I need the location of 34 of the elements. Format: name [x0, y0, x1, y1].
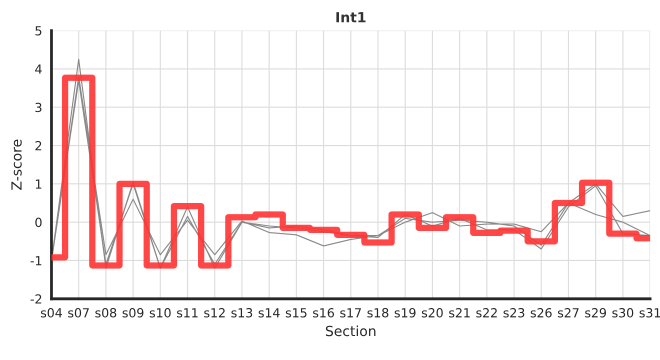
y-tick-label: 4: [35, 64, 42, 74]
x-tick-label: s14: [258, 308, 280, 318]
x-tick-label: s20: [422, 308, 443, 318]
x-tick-label: s08: [95, 308, 116, 318]
x-tick-label: s09: [122, 308, 144, 318]
y-tick-label: 1: [36, 179, 42, 189]
y-tick-label: 5: [35, 26, 42, 36]
y-tick-label: 0: [35, 218, 42, 228]
x-tick-label: s13: [231, 308, 252, 318]
x-tick-label: s29: [585, 308, 606, 318]
x-tick-label: s22: [476, 308, 497, 318]
x-tick-label: s16: [313, 308, 334, 318]
y-tick-label: 3: [35, 102, 42, 112]
x-tick-label: s15: [286, 308, 306, 318]
x-tick-label: s26: [530, 308, 552, 318]
y-tick-label: 2: [35, 141, 42, 150]
x-tick-label: s19: [394, 308, 416, 318]
x-tick-label: s30: [612, 308, 634, 318]
y-axis-title: Z-score: [11, 140, 22, 190]
x-tick-label: s18: [367, 308, 388, 318]
x-tick-label: s17: [340, 308, 361, 318]
x-tick-label: s23: [504, 308, 524, 318]
x-tick-label: s10: [150, 308, 171, 318]
x-tick-label: s11: [177, 308, 198, 318]
x-tick-label: s21: [449, 308, 470, 318]
chart-title: Int1: [336, 12, 366, 22]
y-tick-label: -2: [30, 294, 42, 304]
x-tick-label: s07: [68, 308, 89, 318]
y-tick-label: -1: [30, 256, 42, 266]
x-axis-title: Section: [326, 325, 376, 336]
x-tick-label: s04: [40, 308, 62, 318]
x-tick-label: s12: [204, 308, 225, 318]
x-tick-label: s27: [558, 308, 579, 318]
x-tick-label: s31: [640, 308, 660, 318]
